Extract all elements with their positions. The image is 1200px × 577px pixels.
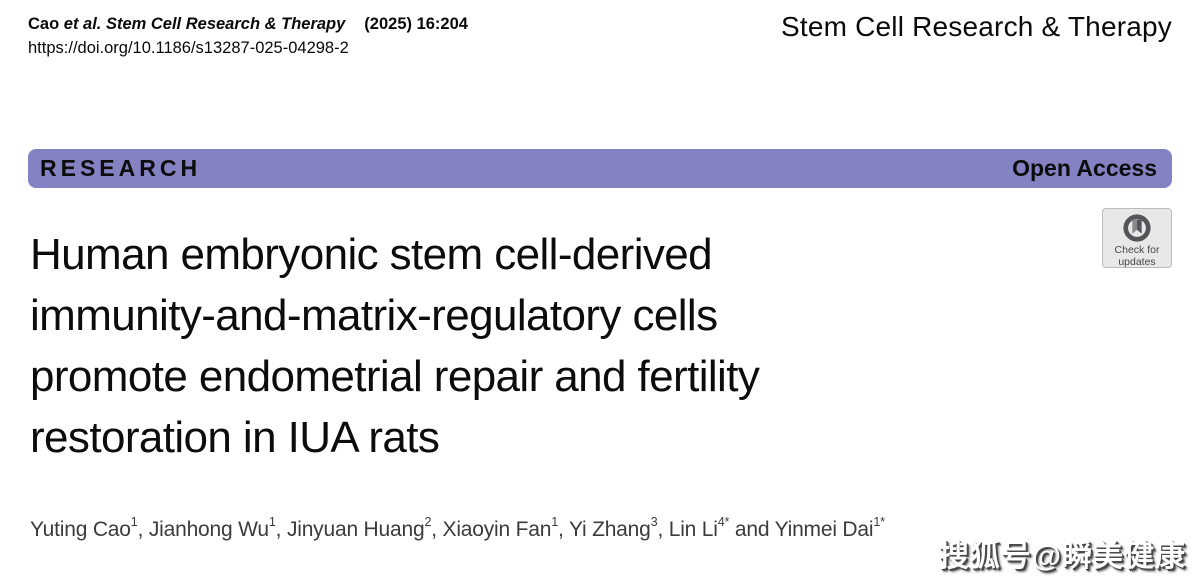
- author-list: Yuting Cao1, Jianhong Wu1, Jinyuan Huang…: [30, 515, 885, 541]
- check-updates-badge[interactable]: Check for updates: [1102, 208, 1172, 268]
- citation-line: Cao et al. Stem Cell Research & Therapy (…: [28, 12, 468, 36]
- doi-link[interactable]: https://doi.org/10.1186/s13287-025-04298…: [28, 39, 349, 57]
- title-line-2: immunity-and-matrix-regulatory cells: [30, 291, 718, 340]
- title-line-4: restoration in IUA rats: [30, 413, 440, 462]
- article-title: Human embryonic stem cell-derived immuni…: [30, 224, 1030, 468]
- citation-issue: (2025) 16:204: [364, 15, 468, 33]
- title-line-1: Human embryonic stem cell-derived: [30, 230, 713, 279]
- citation-authors: Cao: [28, 15, 60, 33]
- research-banner: RESEARCH Open Access: [28, 149, 1172, 188]
- citation-journal: et al. Stem Cell Research & Therapy: [63, 15, 346, 33]
- citation-block: Cao et al. Stem Cell Research & Therapy (…: [28, 12, 468, 60]
- research-label: RESEARCH: [40, 155, 202, 181]
- watermark: 搜狐号@瞬美健康: [938, 540, 1186, 573]
- journal-masthead-title: Stem Cell Research & Therapy: [780, 11, 1172, 42]
- title-line-3: promote endometrial repair and fertility: [30, 352, 760, 401]
- check-updates-icon: [1122, 213, 1152, 243]
- open-access-label: Open Access: [1012, 155, 1157, 181]
- check-updates-label: Check for updates: [1114, 244, 1160, 268]
